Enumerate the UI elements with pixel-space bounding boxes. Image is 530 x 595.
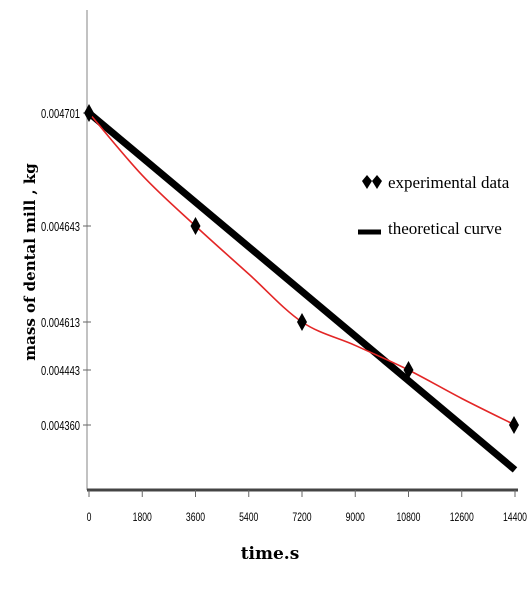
- x-tick-label: 0: [87, 512, 92, 525]
- legend-label-theoretical: theoretical curve: [388, 219, 502, 238]
- x-tick-label: 5400: [239, 512, 258, 525]
- y-tick-label: 0.004643: [41, 221, 80, 235]
- experimental-data-point: [403, 361, 414, 379]
- x-tick-label: 1800: [133, 512, 152, 525]
- legend-marker-experimental: [362, 175, 382, 189]
- x-tick-label: 7200: [292, 512, 311, 525]
- x-axis-title: time.s: [241, 544, 300, 564]
- fitted-curve-line: [88, 112, 516, 426]
- series-layer: [84, 104, 519, 473]
- x-tick-label: 3600: [186, 512, 205, 525]
- legend-label-experimental: experimental data: [388, 173, 510, 192]
- experimental-data-point: [509, 416, 519, 434]
- x-tick-label: 9000: [346, 512, 365, 525]
- x-ticks: 0 1800 3600 5400 7200 9000 10800 12600 14400: [87, 490, 527, 525]
- experimental-data-point: [84, 104, 94, 122]
- y-tick-label: 0.004360: [41, 420, 80, 434]
- x-tick-label: 10800: [397, 512, 421, 525]
- y-ticks: 0.004701 0.004643 0.004613 0.004443 0.004360: [41, 108, 91, 434]
- theoretical-curve-line: [86, 110, 518, 473]
- y-tick-label: 0.004701: [41, 108, 80, 122]
- experimental-data-point: [297, 313, 307, 331]
- legend: experimental data theoretical curve: [358, 173, 510, 238]
- y-tick-label: 0.004443: [41, 365, 80, 379]
- y-axis-title: mass of dental mill , kg: [21, 163, 39, 361]
- x-tick-label: 14400: [503, 512, 527, 525]
- y-tick-label: 0.004613: [41, 317, 80, 331]
- experimental-data-point: [190, 217, 201, 235]
- x-tick-label: 12600: [450, 512, 474, 525]
